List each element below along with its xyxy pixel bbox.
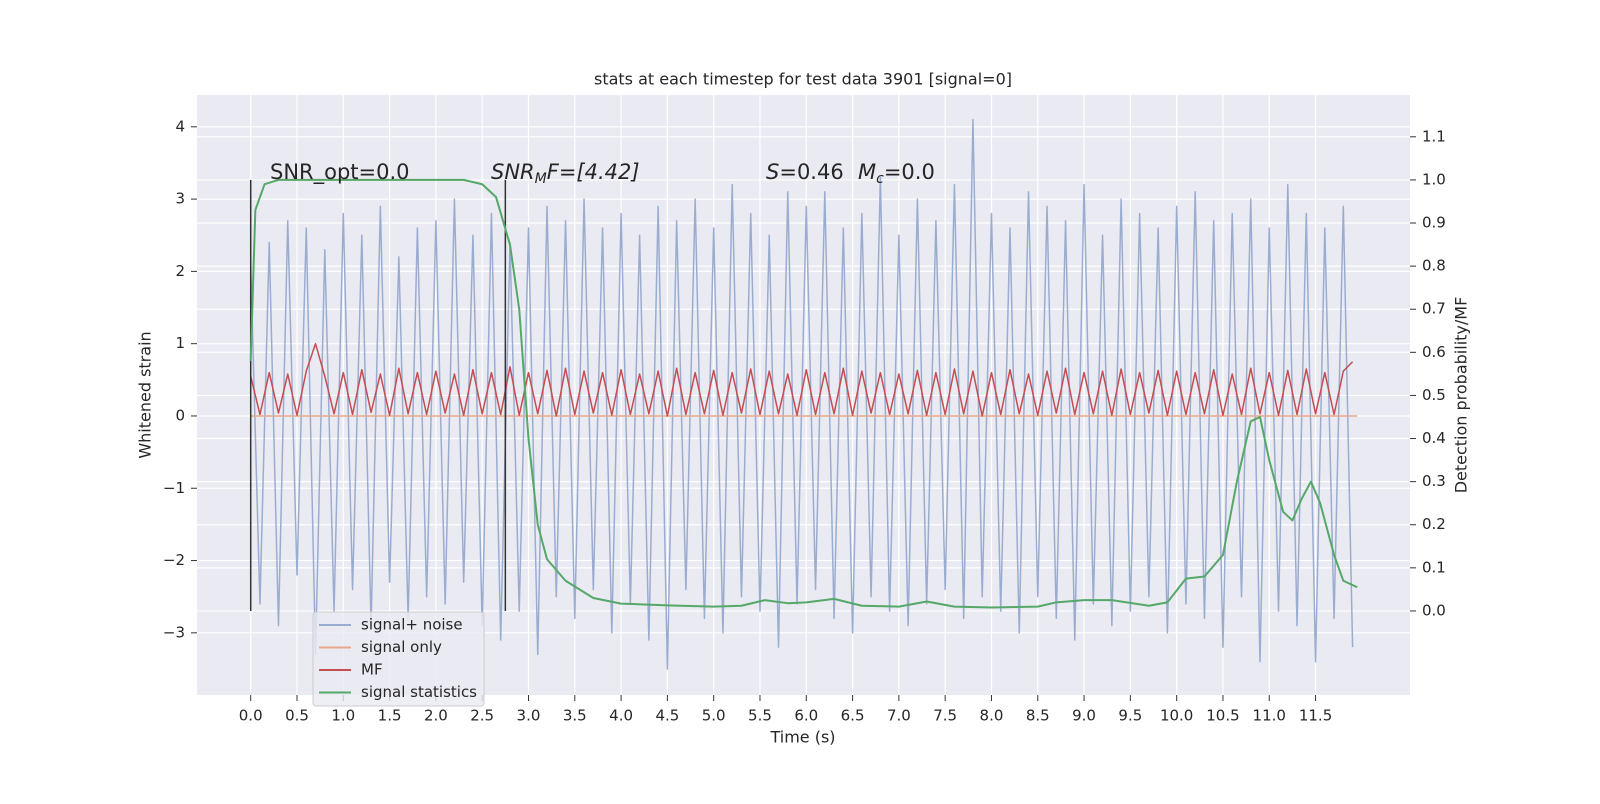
x-tick-label: 3.5 <box>563 707 587 725</box>
legend-label: MF <box>361 661 383 679</box>
chart-title: stats at each timestep for test data 390… <box>594 70 1012 89</box>
y-tick-label: 1 <box>175 334 185 352</box>
y2-tick-label: 0.6 <box>1422 343 1446 361</box>
annotation: S=0.46 <box>766 160 844 184</box>
x-tick-label: 10.5 <box>1206 707 1239 725</box>
x-tick-label: 1.0 <box>331 707 355 725</box>
legend-box <box>312 611 485 707</box>
annotation-subscript: M <box>535 171 547 187</box>
x-tick-label: 7.0 <box>887 707 911 725</box>
x-tick-label: 5.5 <box>748 707 772 725</box>
y-axis-label: Whitened strain <box>136 331 155 458</box>
y2-tick-label: 0.7 <box>1422 300 1446 318</box>
y-tick-label: 3 <box>175 190 185 208</box>
series-line <box>249 178 1358 609</box>
annotation-rest: F=[4.42] <box>547 160 640 184</box>
y-tick-label: −2 <box>163 551 185 569</box>
x-tick-label: 2.0 <box>424 707 448 725</box>
x-tick-label: 6.5 <box>841 707 865 725</box>
x-tick-label: 0.5 <box>285 707 309 725</box>
annotation-symbol: SNR <box>491 160 535 184</box>
x-tick-label: 8.5 <box>1026 707 1050 725</box>
x-tick-label: 4.5 <box>655 707 679 725</box>
annotation: SNRMF=[4.42] <box>491 160 640 187</box>
x-tick-label: 9.0 <box>1072 707 1096 725</box>
annotation-subscript: c <box>876 171 884 187</box>
y2-tick-label: 0.9 <box>1422 214 1446 232</box>
y2-tick-label: 0.4 <box>1422 429 1446 447</box>
y2-tick-label: 1.1 <box>1422 127 1446 145</box>
x-tick-label: 5.0 <box>702 707 726 725</box>
axes: 0.0 0.5 1.0 1.5 2.0 2.5 3.0 3.5 4.0 4.5 5.0 5.5 6.0 6… <box>163 117 1446 724</box>
x-tick-label: 3.0 <box>517 707 541 725</box>
x-tick-label: 2.5 <box>470 707 494 725</box>
x-tick-label: 4.0 <box>609 707 633 725</box>
annotation-symbol: S <box>766 160 779 184</box>
legend-label: signal statistics <box>361 683 477 701</box>
y2-tick-label: 1.0 <box>1422 170 1446 188</box>
y2-tick-label: 0.8 <box>1422 257 1446 275</box>
legend-label: signal+ noise <box>361 616 463 634</box>
annotation-rest: =0.46 <box>779 160 843 184</box>
annotations: SNR_opt=0.0 SNRMF=[4.42] S=0.46 Mc=0.0 <box>270 160 935 187</box>
x-tick-label: 6.0 <box>794 707 818 725</box>
y2-tick-label: 0.1 <box>1422 558 1446 576</box>
legend-label: signal only <box>361 638 442 656</box>
x-tick-label: 7.5 <box>933 707 957 725</box>
annotation-rest: =0.0 <box>884 160 935 184</box>
y-tick-label: −1 <box>163 479 185 497</box>
annotation: SNR_opt=0.0 <box>270 160 410 185</box>
y2-axis-label: Detection probability/MF <box>1452 297 1471 494</box>
series-line <box>249 118 1354 670</box>
x-tick-label: 11.0 <box>1253 707 1286 725</box>
x-tick-label: 8.0 <box>980 707 1004 725</box>
x-tick-label: 0.0 <box>239 707 263 725</box>
x-tick-label: 11.5 <box>1299 707 1332 725</box>
x-axis-label: Time (s) <box>769 728 835 747</box>
y2-tick-label: 0.5 <box>1422 386 1446 404</box>
y2-tick-label: 0.3 <box>1422 472 1446 490</box>
x-tick-label: 10.0 <box>1160 707 1193 725</box>
legend: signal+ noise signal only MF signal statist… <box>312 611 485 707</box>
x-tick-label: 9.5 <box>1118 707 1142 725</box>
y-tick-label: −3 <box>163 623 185 641</box>
y2-tick-label: 0.2 <box>1422 515 1446 533</box>
y-tick-label: 0 <box>175 406 185 424</box>
marks <box>249 118 1358 670</box>
y2-tick-label: 0.0 <box>1422 601 1446 619</box>
x-tick-label: 1.5 <box>378 707 402 725</box>
y-tick-label: 4 <box>175 117 185 135</box>
y-tick-label: 2 <box>175 262 185 280</box>
annotation: Mc=0.0 <box>858 160 935 187</box>
annotation-symbol: M <box>858 160 876 184</box>
series-line <box>249 342 1354 417</box>
